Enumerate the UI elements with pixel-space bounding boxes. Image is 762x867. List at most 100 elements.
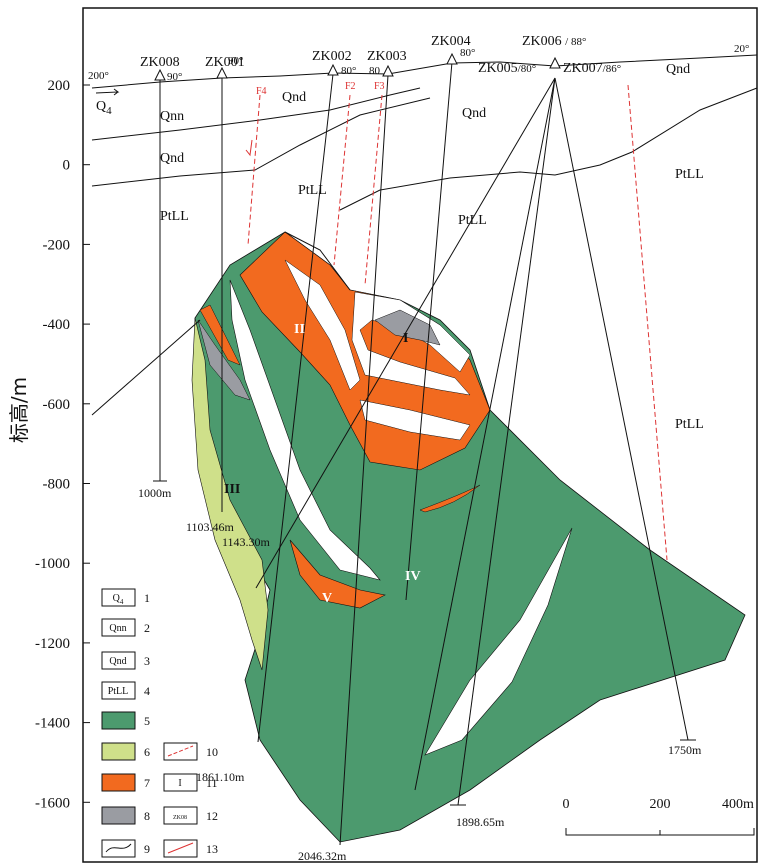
y-tick-label: 0 — [63, 158, 71, 174]
legend-box — [101, 651, 136, 670]
legend-num: 3 — [144, 654, 150, 668]
stratum: Qnd — [666, 62, 690, 77]
legend-box-text: Qnn — [109, 623, 126, 634]
legend-box — [101, 681, 136, 700]
stratum: Qnn — [160, 109, 184, 124]
hole-name: ZK007 — [563, 61, 603, 76]
legend-box — [163, 806, 198, 825]
legend-box-text: I — [178, 778, 181, 789]
hole-name: ZK007/86° — [563, 61, 621, 76]
stratum-sub: 4 — [106, 105, 112, 117]
scale-label: 0 — [563, 797, 570, 812]
legend-num: 9 — [144, 842, 150, 856]
scale-bar: 0 200 400m — [563, 797, 755, 836]
stratum: PtLL — [160, 209, 189, 224]
stratum: Q4 — [96, 99, 112, 117]
fault-label: F2 — [345, 81, 356, 92]
hole-zk005 — [255, 77, 556, 589]
legend-num: 4 — [144, 684, 150, 698]
stratum: Q — [96, 99, 106, 114]
ore-label: II — [294, 322, 305, 337]
legend-symbol — [105, 843, 132, 853]
left-contact — [91, 319, 201, 416]
legend-num: 1 — [144, 591, 150, 605]
legend-box-sub: 4 — [120, 598, 124, 606]
legend-num: 8 — [144, 809, 150, 823]
depth: 1000m — [138, 486, 172, 500]
collar — [446, 52, 458, 65]
collar — [549, 56, 561, 69]
legend-num: 10 — [206, 745, 218, 759]
stratum: PtLL — [675, 417, 704, 432]
strata-lines — [91, 54, 758, 416]
fault-labels: F4 F2 F3 200° 20° — [88, 43, 749, 97]
ore-label: V — [322, 591, 332, 606]
legend-box-text: PtLL — [108, 686, 129, 697]
frame — [82, 7, 758, 863]
y-tick-label: -200 — [43, 237, 71, 253]
white-stripe-3 — [284, 259, 361, 391]
y-tick-label: 200 — [48, 78, 71, 94]
legend-symbol — [167, 842, 194, 854]
ore-top — [284, 231, 351, 291]
white-stripe-2 — [359, 399, 471, 441]
legend-num: 5 — [144, 714, 150, 728]
hole-name: ZK006 / 88° — [522, 34, 586, 49]
legend-num: 7 — [144, 776, 150, 790]
fault-f2 — [333, 94, 351, 266]
legend-box-text: Qnd — [109, 656, 126, 667]
legend-box-text: PtLL — [108, 686, 129, 697]
hole-zk006a — [457, 77, 556, 806]
collar — [327, 63, 339, 76]
hole-name: ZK002 — [312, 49, 352, 64]
collar — [382, 64, 394, 77]
legend-box-text: I — [178, 778, 181, 789]
hole-name: ZK008 — [140, 55, 180, 70]
legend-num: 13 — [206, 842, 218, 856]
arrow — [95, 88, 120, 96]
hole-name: ZK001 — [205, 55, 245, 70]
legend-box-text: ZK08 — [173, 815, 187, 821]
y-tick-label: -1400 — [35, 716, 70, 732]
hole-name: ZK005/80° — [478, 61, 536, 76]
faults — [245, 84, 668, 561]
strata-labels: Q4 Qnn Qnd Qnd Qnd Qnd PtLL PtLL PtLL Pt… — [95, 62, 704, 432]
hole-zk002 — [257, 73, 334, 743]
legend-num: 6 — [144, 745, 150, 759]
orange-left — [199, 304, 241, 366]
collar — [154, 68, 166, 81]
hole-zk003 — [339, 74, 389, 846]
legend-box-text: Qnn — [109, 623, 126, 634]
hole-zk004 — [405, 61, 453, 601]
hole-angle: / 88° — [565, 36, 586, 48]
hole-zk006 — [554, 77, 689, 741]
qnd-base — [91, 97, 431, 187]
depth: 2046.32m — [298, 849, 347, 863]
hole-name: ZK005 — [478, 61, 518, 76]
depth: 1750m — [668, 743, 702, 757]
legend-box — [101, 618, 136, 637]
legend-box-text: Q4 — [113, 593, 124, 606]
legend-num: 11 — [206, 776, 218, 790]
orientation: 20° — [734, 43, 749, 55]
collar — [216, 66, 228, 79]
stratum: PtLL — [458, 213, 487, 228]
legend-box — [101, 711, 136, 730]
hole-name: ZK006 — [522, 34, 562, 49]
y-tick-label: -600 — [43, 397, 71, 413]
hole-name: ZK004 — [431, 34, 471, 49]
stratum: Qnd — [160, 151, 184, 166]
ptll-top — [339, 87, 758, 211]
y-tick-label: -1200 — [35, 636, 70, 652]
legend-box — [101, 773, 136, 792]
stratum: Qnd — [462, 106, 486, 121]
ore-label: III — [224, 482, 240, 497]
surface — [91, 54, 758, 89]
legend-num: 2 — [144, 621, 150, 635]
white-channel — [229, 279, 381, 581]
stratum: PtLL — [675, 167, 704, 182]
hole-angle: 80° — [341, 65, 356, 77]
y-tick-label: -400 — [43, 317, 71, 333]
